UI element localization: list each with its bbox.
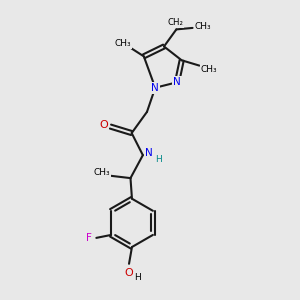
Text: N: N <box>145 148 153 158</box>
Text: CH₂: CH₂ <box>168 18 184 27</box>
Text: F: F <box>86 233 92 244</box>
Text: CH₃: CH₃ <box>201 64 218 74</box>
Text: O: O <box>124 268 134 278</box>
Text: CH₃: CH₃ <box>115 39 131 48</box>
Text: CH₃: CH₃ <box>93 168 110 177</box>
Text: N: N <box>173 77 181 87</box>
Text: H: H <box>134 273 141 282</box>
Text: H: H <box>155 155 162 164</box>
Text: O: O <box>100 120 108 130</box>
Text: N: N <box>152 83 159 93</box>
Text: CH₃: CH₃ <box>194 22 211 31</box>
